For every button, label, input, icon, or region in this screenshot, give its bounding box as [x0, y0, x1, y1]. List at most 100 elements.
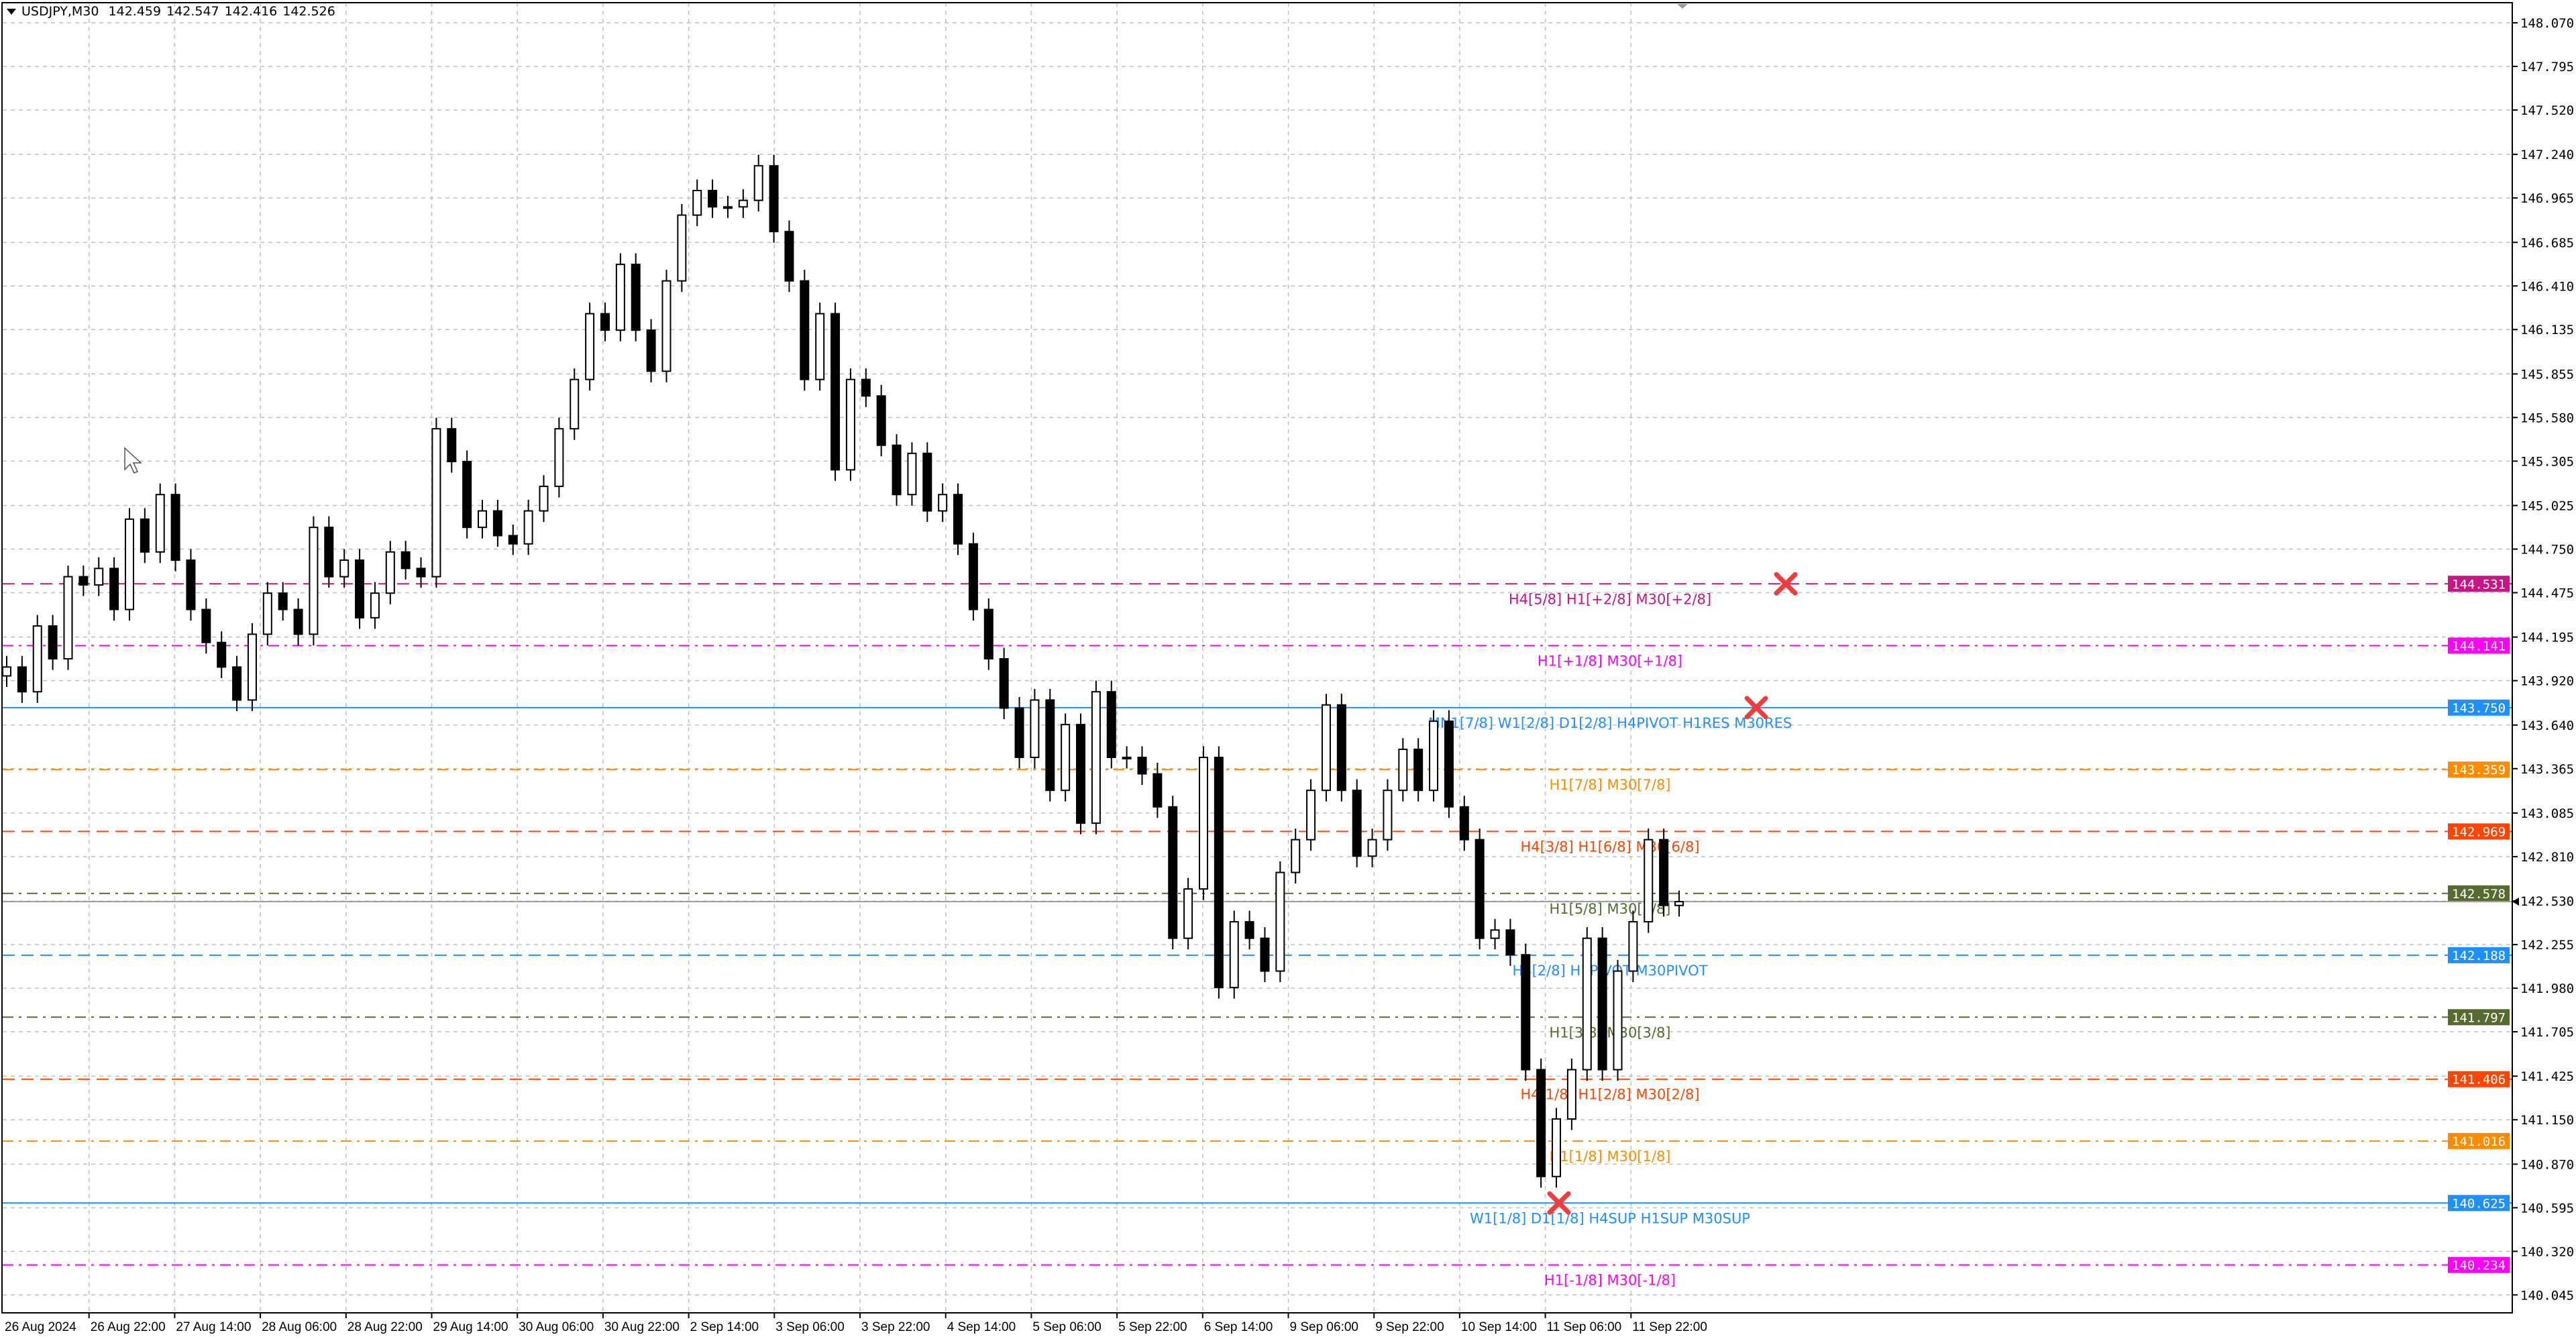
time-tick-label: 3 Sep 22:00: [861, 1320, 930, 1334]
price-tick-label: 146.965: [2520, 191, 2574, 206]
time-tick-label: 26 Aug 2024: [5, 1320, 76, 1334]
time-tick-label: 10 Sep 14:00: [1461, 1320, 1537, 1334]
level-price-badge: [2448, 761, 2510, 778]
candle-bearish: [999, 658, 1009, 709]
time-tick-label: 11 Sep 06:00: [1547, 1320, 1622, 1334]
level-label: H1[-1/8] M30[-1/8]: [1544, 1273, 1676, 1289]
candle-bearish: [784, 231, 794, 282]
level-label: H4[2/8] H1PIVOT M30PIVOT: [1512, 963, 1707, 979]
candle-bearish: [1413, 748, 1424, 792]
level-label: H1[+1/8] M30[+1/8]: [1538, 653, 1682, 669]
time-tick-label: 28 Aug 06:00: [262, 1320, 337, 1334]
candle-bullish: [738, 199, 748, 208]
level-price-label: 140.234: [2452, 1258, 2506, 1273]
candle-bearish: [17, 666, 27, 693]
candle-bearish: [462, 461, 472, 529]
candle-bearish: [968, 543, 978, 610]
chart-header: USDJPY,M30 142.459 142.547 142.416 142.526: [7, 4, 341, 19]
price-tick-label: 140.595: [2520, 1201, 2574, 1216]
candle-bearish: [1106, 691, 1116, 759]
candle-bearish: [1352, 790, 1362, 857]
level-price-badge: [2448, 885, 2510, 902]
price-tick-label: 147.520: [2520, 103, 2574, 118]
candle-bearish: [217, 641, 227, 668]
candle-bearish: [1168, 806, 1178, 939]
time-tick-label: 26 Aug 22:00: [91, 1320, 166, 1334]
candle-bearish: [78, 576, 89, 586]
price-tick-label: 144.475: [2520, 586, 2574, 600]
candle-bullish: [1429, 720, 1439, 792]
candle-bullish: [539, 485, 549, 512]
price-tick-label: 146.135: [2520, 323, 2574, 337]
candle-bearish: [631, 264, 641, 331]
candle-bullish: [1321, 704, 1331, 792]
candle-bearish: [278, 592, 288, 610]
candle-bearish: [170, 494, 180, 561]
candle-bullish: [32, 625, 42, 693]
candle-bullish: [938, 494, 948, 512]
level-label: H1[3/8] M30[3/8]: [1549, 1024, 1670, 1040]
price-tick-label: 143.365: [2520, 762, 2574, 777]
high-value: 142.547: [166, 4, 219, 19]
symbol-label: USDJPY,M30: [21, 4, 99, 19]
candle-bearish: [400, 551, 411, 570]
candle-bullish: [585, 313, 595, 380]
candle-bullish: [677, 214, 687, 282]
candle-bullish: [1306, 790, 1316, 841]
candle-bullish: [309, 527, 319, 635]
price-tick-label: 143.920: [2520, 674, 2574, 689]
candle-bearish: [708, 190, 718, 208]
candle-bearish: [140, 518, 150, 553]
candle-bullish: [247, 633, 257, 701]
level-price-label: 140.625: [2452, 1196, 2506, 1211]
level-label: MN1[7/8] W1[2/8] D1[2/8] H4PIVOT H1RES M…: [1428, 715, 1792, 731]
level-price-badge: [2448, 1195, 2510, 1212]
candle-bullish: [1383, 790, 1393, 841]
price-axis[interactable]: 148.070 147.795 147.520 147.240 146.965 146.6…: [2512, 3, 2574, 1313]
cross-markers: [1547, 572, 1798, 1215]
time-tick-label: 6 Sep 14:00: [1204, 1320, 1273, 1334]
candle-bearish: [1459, 806, 1469, 841]
candle-bullish: [1091, 691, 1101, 824]
level-label: H4[1/8] H1[2/8] M30[2/8]: [1520, 1087, 1699, 1103]
candle-bullish: [1552, 1118, 1562, 1177]
candle-bearish: [1244, 921, 1254, 939]
candle-bullish: [1061, 724, 1071, 792]
time-tick-label: 4 Sep 14:00: [947, 1320, 1016, 1334]
open-value: 142.459: [108, 4, 162, 19]
time-tick-label: 5 Sep 22:00: [1118, 1320, 1187, 1334]
chart-shift-marker-icon[interactable]: [1677, 4, 1688, 9]
time-tick-label: 27 Aug 14:00: [176, 1320, 251, 1334]
time-tick-label: 9 Sep 22:00: [1375, 1320, 1444, 1334]
candle-bullish: [1030, 699, 1040, 759]
candle-bearish: [876, 395, 886, 446]
time-tick-label: 3 Sep 06:00: [775, 1320, 844, 1334]
time-axis[interactable]: 26 Aug 2024 26 Aug 22:00 27 Aug 14:00 28 Au…: [5, 1313, 1707, 1334]
candle-bullish: [1122, 757, 1132, 760]
price-tick-label: 141.980: [2520, 981, 2574, 996]
candle-bullish: [1628, 921, 1638, 972]
candle-bearish: [508, 535, 518, 545]
candle-bearish: [232, 666, 242, 701]
candle-bearish: [600, 313, 610, 331]
candle-bearish: [1137, 757, 1147, 775]
price-tick-label: 142.810: [2520, 850, 2574, 865]
time-tick-label: 30 Aug 22:00: [604, 1320, 680, 1334]
candle-bearish: [646, 329, 656, 372]
candle-bullish: [1198, 757, 1208, 890]
price-tick-label: 144.750: [2520, 543, 2574, 557]
candle-bullish: [554, 428, 564, 487]
dropdown-triangle-icon[interactable]: [7, 9, 16, 15]
price-tick-label: 147.795: [2520, 60, 2574, 74]
level-label: H1[7/8] M30[7/8]: [1549, 777, 1670, 793]
candle-bullish: [815, 313, 825, 380]
candle-bearish: [109, 568, 119, 610]
candle-bearish: [1536, 1069, 1546, 1177]
candle-bearish: [447, 428, 457, 463]
candle-bullish: [1183, 888, 1193, 939]
candle-bullish: [1490, 929, 1500, 939]
candle-bearish: [1505, 929, 1515, 956]
candle-bullish: [63, 576, 73, 660]
level-price-label: 142.188: [2452, 949, 2506, 963]
